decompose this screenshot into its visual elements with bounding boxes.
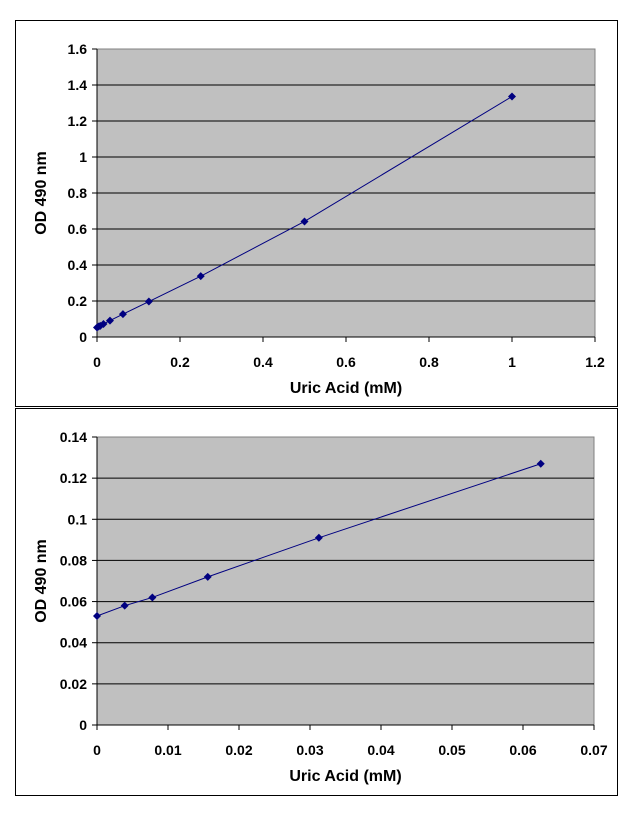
y-tick-label: 0 [79,717,87,733]
data-point-diamond [120,601,129,610]
x-tick-label: 0.2 [170,354,190,370]
y-axis-label: OD 490 nm [33,539,50,623]
chart-low-range: 0 0.02 0.04 0.06 0.08 0.1 0.12 0.14 0 0.01 0.02 0.0… [33,429,608,785]
y-tick-label: 0.08 [60,552,87,568]
x-tick-label: 0.06 [509,742,536,758]
y-tick-label: 0.8 [68,185,88,201]
data-point-diamond [300,217,309,226]
y-tick-label: 0.6 [68,221,88,237]
y-tick-label: 0.1 [68,511,88,527]
data-point-diamond [105,316,114,325]
x-tick-label: 0.02 [225,742,252,758]
chart-full-range: 0 0.2 0.4 0.6 0.8 1 1.2 1.4 1.6 0 0.2 0.4 0.6 0.8 1 1.2… [33,41,605,397]
y-tick-label: 0.14 [60,429,87,445]
x-tick-label: 0.4 [253,354,273,370]
data-point-diamond [93,611,101,620]
y-tick-label: 0.04 [60,635,87,651]
x-tick-label: 0 [93,742,101,758]
y-tick-label: 0.2 [68,293,88,309]
y-tick-label: 1.4 [68,77,88,93]
x-tick-label: 0.04 [367,742,394,758]
x-tick-label: 1 [508,354,516,370]
y-tick-label: 0.06 [60,594,87,610]
x-tick-label: 0.6 [336,354,356,370]
x-tick-label: 0.8 [419,354,439,370]
y-tick-label: 0.4 [68,257,88,273]
data-point-diamond [99,320,108,329]
data-point-diamond [144,297,153,306]
data-point-diamond [508,92,516,101]
data-point-diamond [118,310,127,319]
x-tick-label: 0 [93,354,101,370]
y-tick-label: 1.6 [68,41,88,57]
plot-area [96,436,595,726]
x-tick-label: 0.05 [438,742,465,758]
y-axis-label: OD 490 nm [33,151,50,235]
x-axis-label: Uric Acid (mM) [290,380,402,397]
x-tick-label: 0.07 [580,742,607,758]
y-tick-label: 0.12 [60,470,87,486]
y-tick-label: 0.02 [60,676,87,692]
x-axis-label: Uric Acid (mM) [289,768,401,785]
x-tick-label: 0.01 [154,742,181,758]
data-point-diamond [196,272,205,281]
x-tick-label: 1.2 [585,354,605,370]
data-point-diamond [148,593,157,602]
series-line [96,463,541,617]
x-tick-label: 0.03 [296,742,323,758]
y-tick-label: 1 [79,149,87,165]
data-point-diamond [314,533,323,542]
data-point-diamond [536,459,545,468]
y-tick-label: 1.2 [68,113,88,129]
y-tick-label: 0 [79,329,87,345]
data-point-diamond [203,572,212,581]
